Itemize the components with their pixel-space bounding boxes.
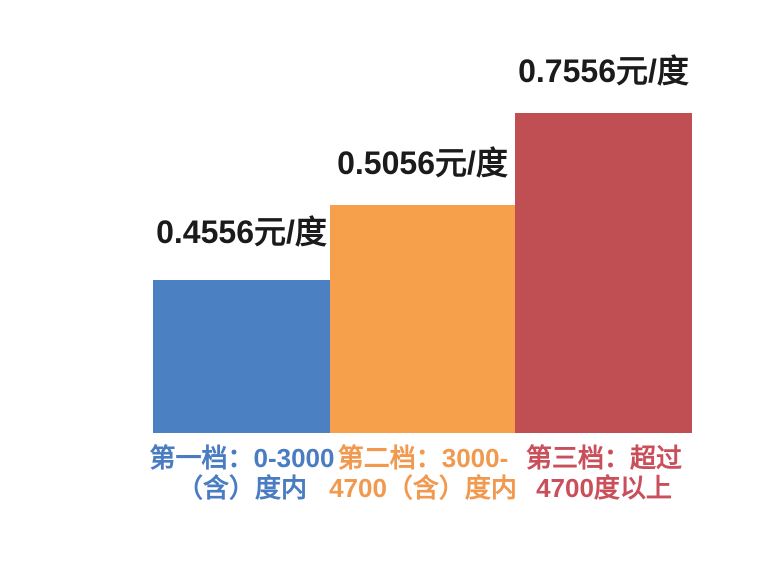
- category-label-tier2-line1: 第二档：3000-: [337, 443, 509, 473]
- category-label-tier3-line1: 第三档：超过: [525, 443, 682, 473]
- bar-value-label-tier1: 0.4556元/度: [156, 213, 327, 250]
- bar-tier2: [330, 205, 515, 433]
- category-label-tier2: 第二档：3000- 4700（含）度内: [283, 443, 563, 503]
- bar-value-label-tier3: 0.7556元/度: [518, 52, 689, 89]
- bar-tier3: [515, 113, 692, 433]
- bar-group-tier2: 0.5056元/度: [330, 144, 515, 433]
- bar-tier1: [153, 280, 330, 433]
- bar-value-label-tier2: 0.5056元/度: [337, 144, 508, 181]
- bar-group-tier3: 0.7556元/度: [515, 52, 692, 433]
- category-label-tier2-line2: 4700（含）度内: [329, 473, 517, 503]
- category-label-tier1: 第一档：0-3000 （含）度内: [102, 443, 382, 503]
- bar-group-tier1: 0.4556元/度: [153, 213, 330, 433]
- category-label-tier1-line1: 第一档：0-3000: [149, 443, 335, 473]
- category-label-tier3: 第三档：超过 4700度以上: [464, 443, 744, 503]
- category-label-tier3-line2: 4700度以上: [536, 473, 672, 503]
- category-label-tier1-line2: （含）度内: [176, 473, 307, 503]
